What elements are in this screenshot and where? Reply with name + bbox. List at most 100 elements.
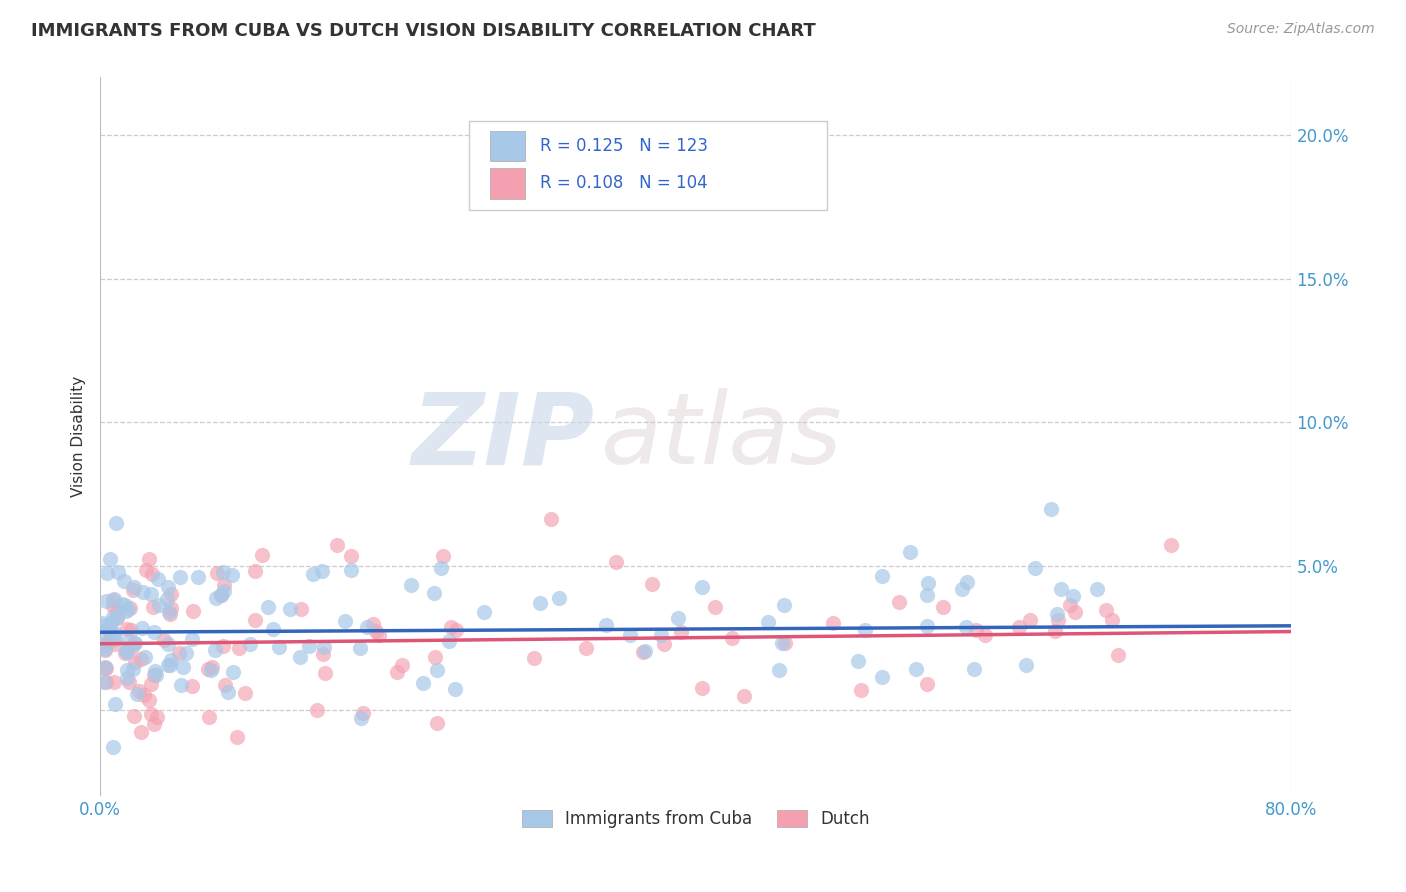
Point [96, 661, 118, 675]
Point [135, 563, 157, 577]
Point [157, 605, 180, 619]
Point [139, 587, 162, 601]
Point [129, 725, 152, 739]
Point [139, 706, 162, 721]
Point [425, 649, 447, 664]
Point [387, 665, 409, 679]
Point [101, 739, 124, 754]
Point [214, 584, 236, 599]
Point [1045, 624, 1067, 639]
Point [146, 710, 169, 724]
Point [159, 653, 181, 667]
Point [115, 605, 138, 619]
Point [157, 637, 180, 651]
Point [1085, 582, 1108, 597]
Point [93, 639, 115, 653]
Point [634, 644, 657, 658]
Point [772, 599, 794, 613]
Point [430, 561, 453, 575]
Point [125, 687, 148, 701]
Point [145, 667, 167, 681]
Point [335, 614, 357, 628]
Point [138, 693, 160, 707]
Point [768, 663, 790, 677]
Point [233, 686, 256, 700]
Point [142, 625, 165, 640]
Point [180, 632, 202, 646]
Point [311, 647, 333, 661]
Point [932, 599, 955, 614]
Point [104, 698, 127, 712]
Point [1160, 538, 1182, 552]
Text: atlas: atlas [600, 388, 842, 485]
Point [112, 574, 135, 588]
Point [143, 665, 166, 679]
Point [142, 716, 165, 731]
Point [1101, 613, 1123, 627]
Point [1059, 598, 1081, 612]
Point [103, 675, 125, 690]
Point [720, 632, 742, 646]
Point [157, 658, 180, 673]
Point [93, 638, 115, 652]
Point [132, 689, 155, 703]
Point [91, 624, 114, 639]
Point [298, 640, 321, 654]
Point [94, 660, 117, 674]
Point [100, 615, 122, 630]
Point [107, 565, 129, 579]
Point [101, 599, 124, 613]
Text: IMMIGRANTS FROM CUBA VS DUTCH VISION DISABILITY CORRELATION CHART: IMMIGRANTS FROM CUBA VS DUTCH VISION DIS… [31, 22, 815, 40]
Point [870, 670, 893, 684]
Point [1064, 605, 1087, 619]
Point [214, 678, 236, 692]
Point [305, 703, 328, 717]
Point [1046, 607, 1069, 621]
Point [367, 627, 389, 641]
Point [132, 585, 155, 599]
Point [114, 646, 136, 660]
Point [90, 615, 112, 630]
Point [1019, 613, 1042, 627]
Point [529, 596, 551, 610]
Point [547, 591, 569, 605]
Point [153, 632, 176, 647]
Point [222, 665, 245, 680]
Point [209, 588, 232, 602]
Point [111, 597, 134, 611]
Point [1095, 603, 1118, 617]
Point [122, 636, 145, 650]
Point [114, 599, 136, 613]
Point [955, 574, 977, 589]
Point [94, 617, 117, 632]
Point [733, 689, 755, 703]
Point [117, 622, 139, 636]
Point [1014, 657, 1036, 672]
Point [170, 677, 193, 691]
Point [904, 662, 927, 676]
Point [250, 548, 273, 562]
Point [399, 578, 422, 592]
Point [1047, 613, 1070, 627]
Point [437, 633, 460, 648]
Point [955, 619, 977, 633]
Text: ZIP: ZIP [412, 388, 595, 485]
Point [169, 646, 191, 660]
Point [94, 674, 117, 689]
FancyBboxPatch shape [489, 131, 526, 161]
Point [915, 588, 938, 602]
Point [225, 730, 247, 744]
Point [122, 583, 145, 598]
Point [148, 598, 170, 612]
Point [239, 637, 262, 651]
Point [201, 659, 224, 673]
Point [314, 666, 336, 681]
Point [619, 628, 641, 642]
Point [963, 662, 986, 676]
Point [391, 658, 413, 673]
Point [100, 625, 122, 640]
Point [311, 565, 333, 579]
Point [141, 566, 163, 581]
Point [209, 588, 232, 602]
Point [104, 632, 127, 646]
